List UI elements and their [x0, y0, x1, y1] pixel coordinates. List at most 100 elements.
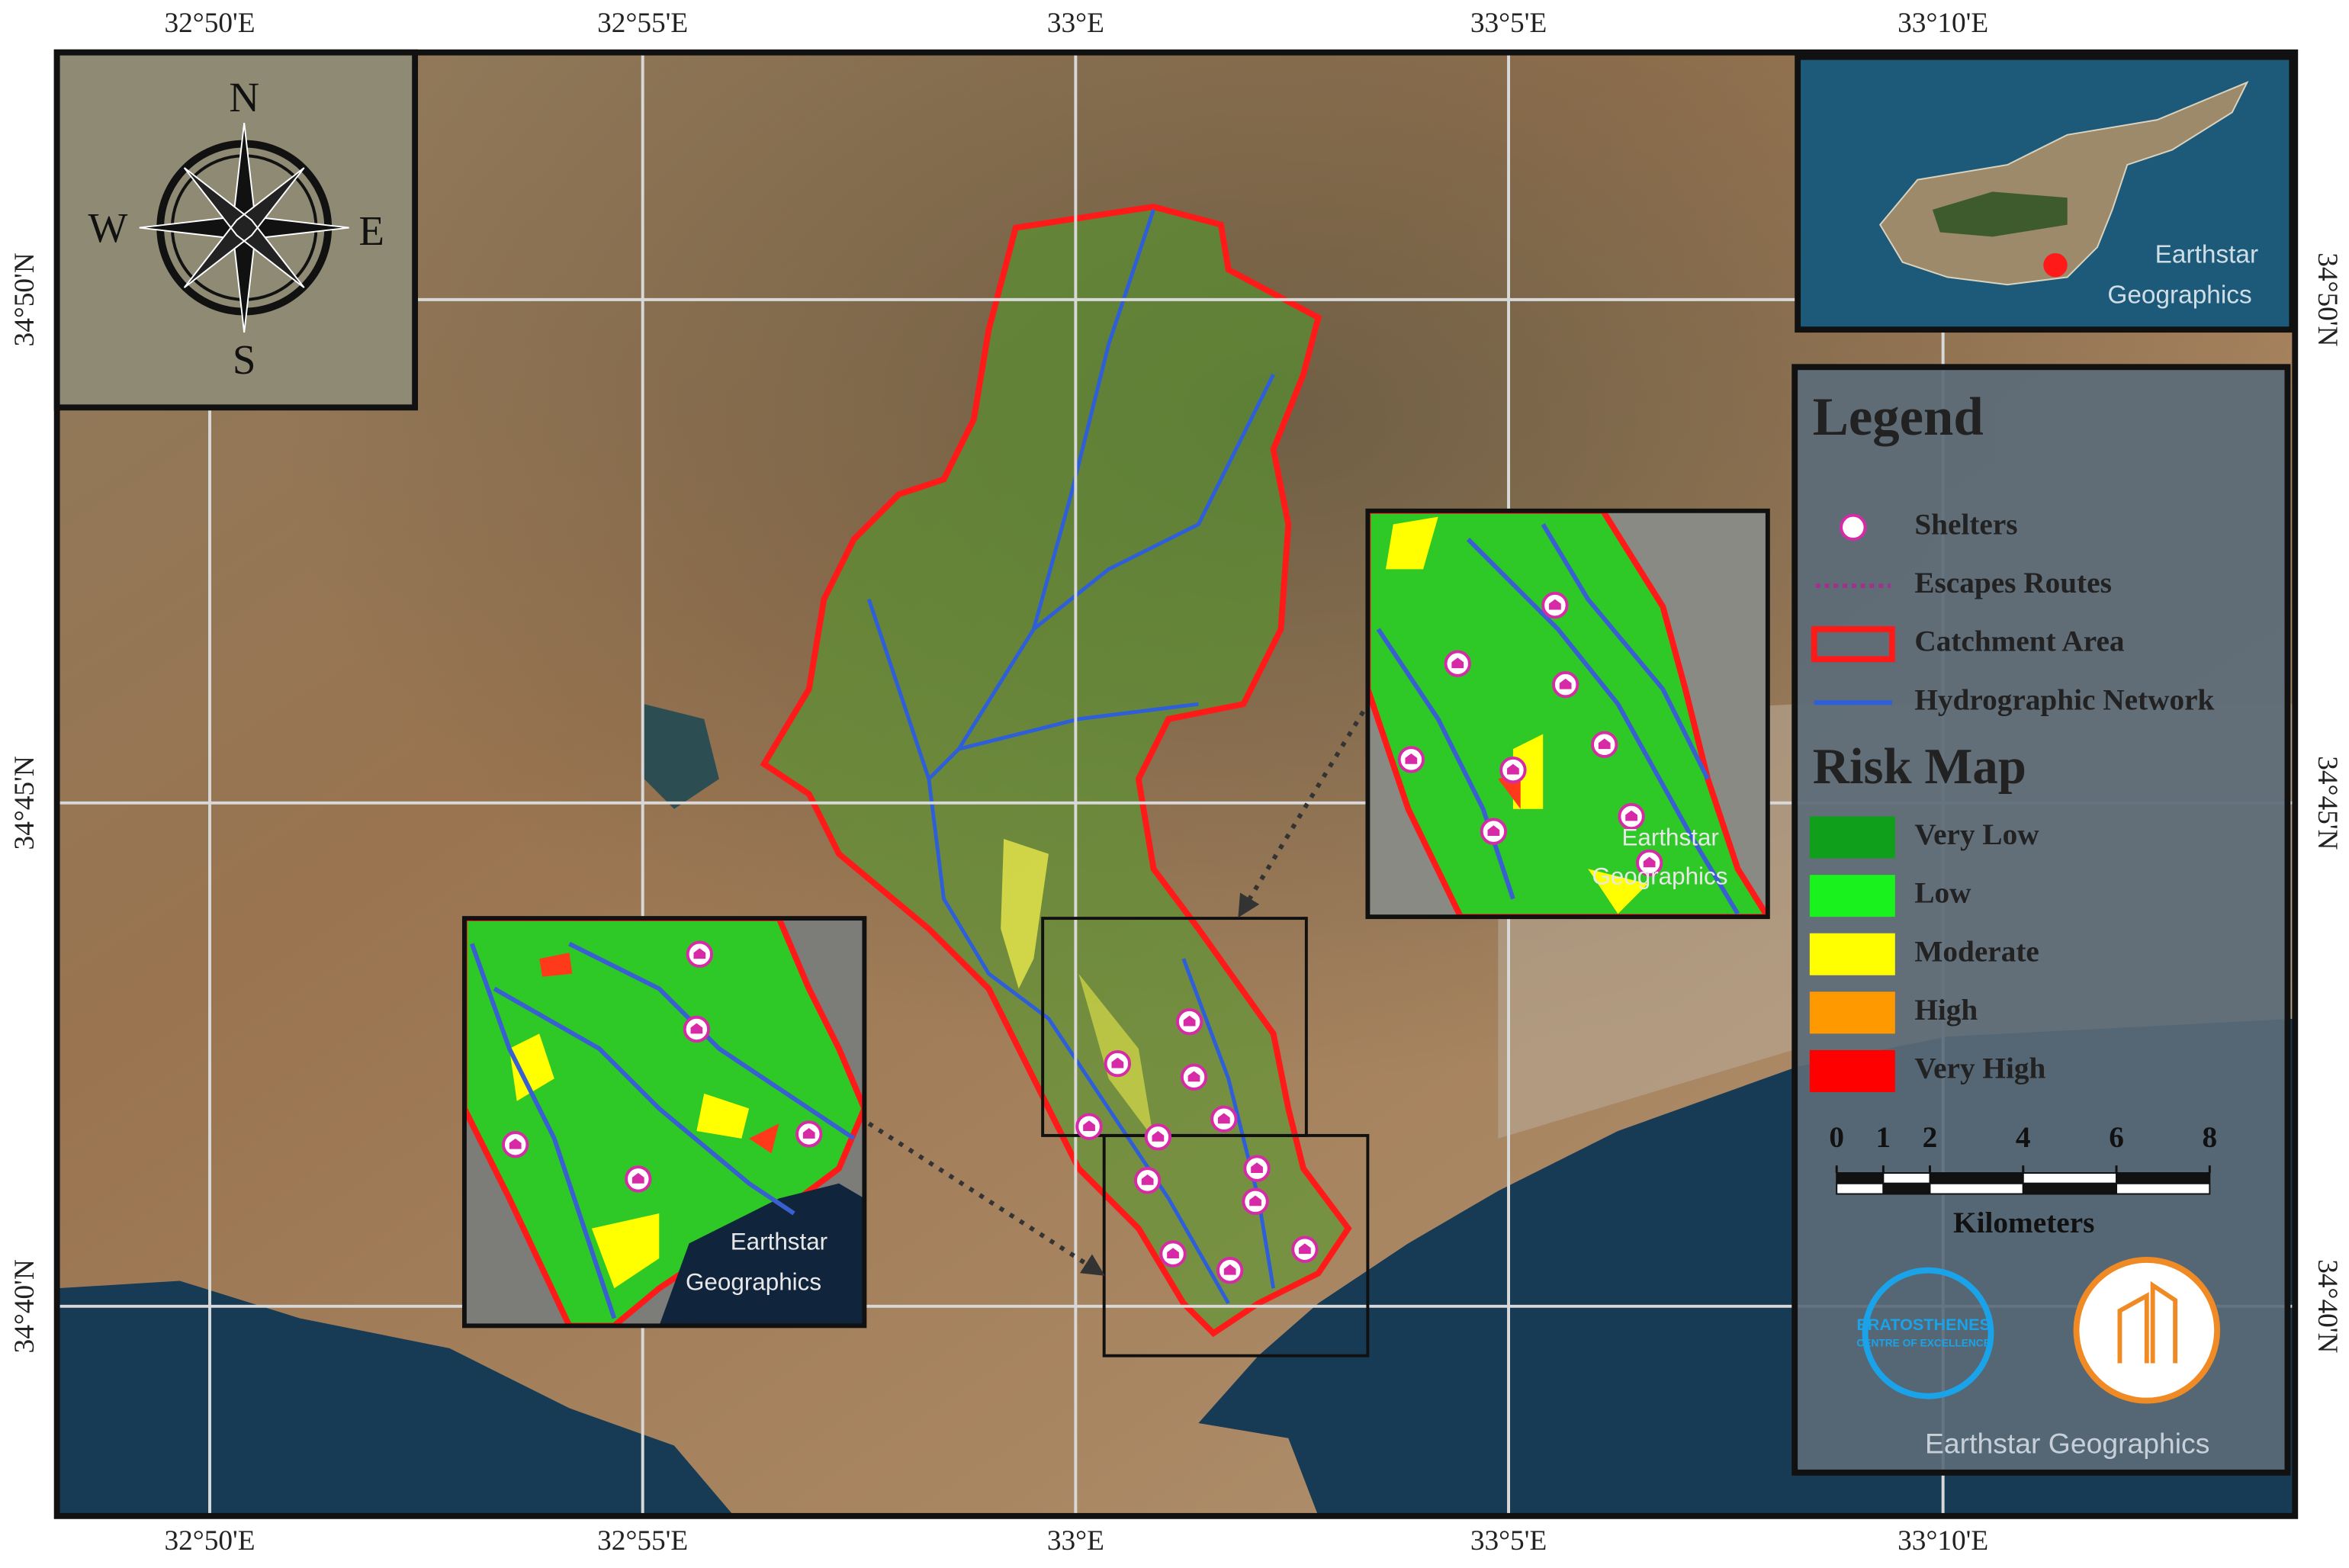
logo-text: CENTRE OF EXCELLENCE	[1856, 1338, 1991, 1349]
longitude-label: 33°10'E	[1898, 1525, 1988, 1557]
shelter-icon	[802, 1128, 815, 1139]
inset-rivers	[1376, 522, 1740, 915]
inset-pointer	[1238, 710, 1366, 918]
project-logo-icon	[2117, 1280, 2178, 1364]
shelter-symbol	[1840, 513, 1867, 541]
scale-tick-label: 2	[1923, 1121, 1938, 1154]
compass-west: W	[88, 204, 127, 251]
inset-rivers	[469, 941, 856, 1319]
inset-sea	[659, 1183, 865, 1326]
scale-tick-label: 8	[2202, 1121, 2217, 1154]
latitude-label: 34°50'N	[2312, 252, 2343, 346]
left-inset	[464, 918, 865, 1326]
scale-segment	[2022, 1182, 2118, 1195]
risk-label: Low	[1914, 877, 1971, 910]
scale-segment	[1882, 1182, 1931, 1195]
inset-risk-area	[1367, 510, 1768, 917]
catchment-area	[760, 204, 1352, 1338]
compass-north: N	[229, 74, 259, 120]
risk-classes: Very Low Low Moderate High Very High	[1809, 816, 2045, 1092]
scale-segment	[1882, 1172, 1931, 1184]
eratosthenes-logo	[1862, 1267, 1994, 1399]
risk-label: High	[1914, 994, 1978, 1027]
inset-attribution: Geographics	[1592, 863, 1727, 889]
longitude-label: 33°5'E	[1470, 1525, 1547, 1557]
scale-tick-label: 0	[1829, 1121, 1844, 1154]
compass-star	[183, 167, 305, 288]
river	[493, 986, 795, 1216]
river	[1466, 538, 1740, 915]
legend-label: Shelters	[1914, 508, 2017, 541]
longitude-label: 32°55'E	[597, 8, 688, 39]
risk-swatch	[1809, 875, 1895, 917]
catchment-symbol	[1811, 626, 1895, 663]
longitude-label: 32°50'E	[164, 1525, 255, 1557]
longitude-label: 33°10'E	[1898, 8, 1988, 39]
shelter-icon	[1451, 657, 1464, 669]
shelter-icon	[1249, 1195, 1261, 1207]
latitude-label: 34°40'N	[9, 1259, 40, 1353]
scale-segment	[1929, 1182, 2024, 1195]
scale-segment	[1836, 1182, 1885, 1195]
river	[1541, 522, 1710, 780]
moderate-risk-patch	[509, 1033, 750, 1289]
study-area-marker	[2043, 252, 2068, 278]
shelter-icon	[1559, 678, 1572, 689]
shelter-icon	[1152, 1131, 1165, 1142]
shelter-icon	[1217, 1113, 1230, 1124]
compass-rose	[139, 122, 349, 333]
shelter-icon	[1549, 599, 1561, 610]
right-inset	[1367, 510, 1768, 917]
scale-segment	[2116, 1182, 2211, 1195]
legend-label: Escapes Routes	[1914, 567, 2112, 599]
scale-segment	[1836, 1172, 1885, 1184]
shelter-icon	[1299, 1243, 1311, 1255]
shelter-icon	[1507, 763, 1519, 775]
risk-swatch	[1809, 816, 1895, 859]
scale-unit: Kilometers	[1953, 1207, 2094, 1239]
shelter-icon	[509, 1138, 522, 1149]
shelters	[1075, 1007, 1319, 1284]
risk-swatch	[1809, 991, 1895, 1034]
river	[927, 209, 1230, 1305]
scale-segment	[2022, 1172, 2118, 1184]
shelter-icon	[1625, 810, 1637, 821]
longitude-label: 33°5'E	[1470, 8, 1547, 39]
river	[866, 598, 931, 780]
shelters	[502, 940, 823, 1193]
inset-frame	[1365, 508, 1770, 920]
risk-label: Very High	[1914, 1052, 2045, 1084]
shelters	[1397, 591, 1663, 877]
inset-frame	[461, 916, 867, 1329]
river	[469, 943, 617, 1319]
shelter-icon	[1141, 1174, 1154, 1185]
shelter-icon	[1187, 1071, 1200, 1082]
shelter-icon	[1223, 1264, 1236, 1275]
shelter-icon	[693, 948, 706, 959]
shelter-icon	[1183, 1015, 1196, 1027]
river	[568, 941, 856, 1141]
river	[1181, 958, 1276, 1289]
river	[958, 702, 1199, 751]
risk-swatch	[1809, 933, 1895, 975]
inset-attribution: Earthstar	[731, 1229, 827, 1255]
shelter-icon	[1487, 825, 1500, 837]
grid-labels: 32°50'E 32°55'E 33°E 33°5'E 33°10'E 32°50'E 32…	[9, 8, 2343, 1557]
scale-tick-label: 6	[2109, 1121, 2124, 1154]
shelter-icon	[690, 1023, 703, 1034]
shelter-icon	[1251, 1162, 1263, 1174]
overview-attribution: Earthstar	[2155, 241, 2258, 269]
shelter-icon	[1405, 753, 1418, 764]
longitude-label: 32°50'E	[164, 8, 255, 39]
inset-attribution: Earthstar	[1621, 824, 1718, 850]
shelter-icon	[1111, 1057, 1124, 1068]
longitude-label: 33°E	[1047, 8, 1104, 39]
scale-tick-label: 4	[2016, 1121, 2031, 1154]
river	[1376, 628, 1515, 900]
shelter-icon	[1083, 1120, 1095, 1132]
latitude-label: 34°45'N	[2312, 756, 2343, 850]
reservoir	[644, 704, 719, 809]
sea-west	[56, 1280, 734, 1516]
